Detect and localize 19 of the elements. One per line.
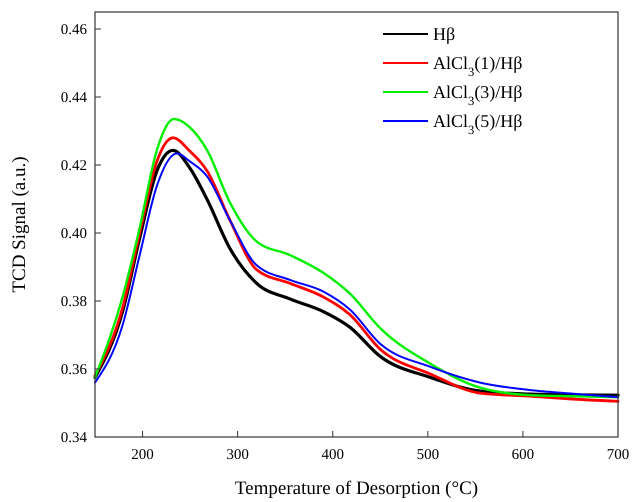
legend-label: Hβ	[433, 24, 456, 44]
y-tick-label: 0.34	[60, 430, 88, 446]
legend-label: AlCl$_{3}$(5)/Hβ	[433, 111, 522, 137]
x-tick-label: 300	[226, 447, 249, 463]
y-tick-label: 0.44	[60, 90, 88, 106]
x-tick-label: 400	[321, 447, 344, 463]
y-tick-label: 0.38	[60, 294, 87, 310]
x-tick-label: 500	[416, 447, 440, 463]
y-tick-label: 0.42	[60, 158, 87, 174]
x-tick-label: 600	[512, 447, 534, 463]
x-axis-title: Temperature of Desorption (°C)	[234, 478, 478, 499]
y-tick-label: 0.40	[60, 226, 87, 242]
y-tick-label: 0.36	[60, 362, 88, 378]
legend-label: AlCl$_{3}$(3)/Hβ	[433, 82, 522, 108]
x-tick-label: 200	[131, 447, 154, 463]
x-tick-label: 700	[606, 447, 630, 463]
y-axis-title: TCD Signal (a.u.)	[9, 156, 30, 293]
y-tick-label: 0.46	[60, 22, 88, 38]
legend-label: AlCl$_{3}$(1)/Hβ	[433, 53, 522, 79]
